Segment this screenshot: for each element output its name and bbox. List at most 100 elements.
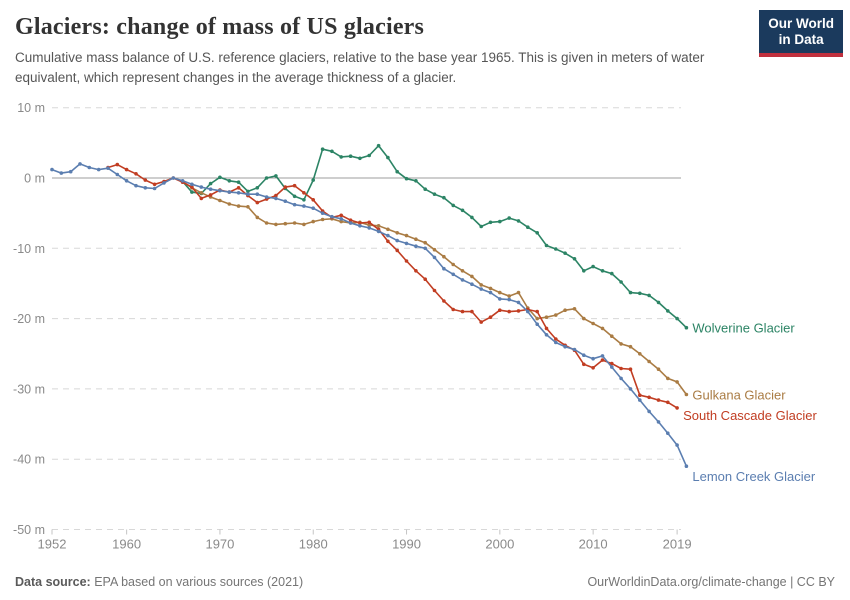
data-point[interactable] <box>395 231 400 235</box>
data-point[interactable] <box>404 233 409 238</box>
data-point[interactable] <box>619 366 623 371</box>
data-point[interactable] <box>656 300 661 305</box>
data-point[interactable] <box>404 176 409 181</box>
data-point[interactable] <box>414 237 418 241</box>
data-source[interactable]: Data source: EPA based on various source… <box>15 575 303 589</box>
data-point[interactable] <box>339 213 344 218</box>
data-point[interactable] <box>498 297 502 301</box>
data-point[interactable] <box>376 229 381 234</box>
data-point[interactable] <box>423 187 428 191</box>
data-point[interactable] <box>432 247 437 252</box>
data-point[interactable] <box>236 204 241 208</box>
data-point[interactable] <box>246 205 250 209</box>
data-point[interactable] <box>470 282 474 286</box>
data-point[interactable] <box>684 392 689 397</box>
data-point[interactable] <box>386 155 390 160</box>
data-point[interactable] <box>516 219 521 223</box>
data-point[interactable] <box>320 217 325 222</box>
data-point[interactable] <box>619 280 623 284</box>
data-point[interactable] <box>591 356 595 361</box>
data-point[interactable] <box>451 262 456 267</box>
data-point[interactable] <box>367 226 372 230</box>
data-point[interactable] <box>302 204 306 208</box>
data-point[interactable] <box>208 187 213 191</box>
data-point[interactable] <box>162 181 166 185</box>
data-point[interactable] <box>414 244 418 248</box>
data-point[interactable] <box>656 420 661 424</box>
data-point[interactable] <box>302 222 306 227</box>
data-point[interactable] <box>311 219 316 224</box>
data-point[interactable] <box>554 340 558 345</box>
data-point[interactable] <box>264 195 269 199</box>
data-point[interactable] <box>339 219 344 224</box>
data-point[interactable] <box>600 354 605 358</box>
data-point[interactable] <box>358 156 362 161</box>
data-point[interactable] <box>218 198 222 203</box>
data-point[interactable] <box>582 362 586 367</box>
data-point[interactable] <box>488 315 493 319</box>
data-point[interactable] <box>404 241 409 246</box>
data-point[interactable] <box>572 257 577 261</box>
data-point[interactable] <box>367 223 372 227</box>
data-point[interactable] <box>423 240 428 245</box>
attribution-link[interactable]: OurWorldinData.org/climate-change | CC B… <box>587 575 835 589</box>
data-point[interactable] <box>348 221 353 225</box>
data-point[interactable] <box>563 251 567 255</box>
data-point[interactable] <box>246 189 250 194</box>
data-point[interactable] <box>647 293 651 298</box>
data-point[interactable] <box>339 155 344 159</box>
data-point[interactable] <box>498 308 502 312</box>
data-point[interactable] <box>68 169 73 174</box>
data-point[interactable] <box>311 198 316 202</box>
data-point[interactable] <box>638 352 642 356</box>
data-point[interactable] <box>460 309 465 314</box>
data-point[interactable] <box>190 182 194 187</box>
series-line-lemon-creek-glacier[interactable] <box>51 163 688 467</box>
data-point[interactable] <box>507 309 512 314</box>
data-point[interactable] <box>302 191 306 195</box>
data-point[interactable] <box>610 271 614 276</box>
data-point[interactable] <box>479 287 484 291</box>
data-point[interactable] <box>460 278 465 282</box>
data-point[interactable] <box>423 277 428 281</box>
data-point[interactable] <box>50 167 54 172</box>
data-point[interactable] <box>647 409 651 414</box>
data-point[interactable] <box>582 316 586 321</box>
data-point[interactable] <box>432 255 437 260</box>
data-point[interactable] <box>591 264 595 269</box>
data-point[interactable] <box>666 400 670 405</box>
data-point[interactable] <box>535 231 539 235</box>
data-point[interactable] <box>414 269 418 273</box>
data-point[interactable] <box>488 220 493 225</box>
data-point[interactable] <box>395 248 400 253</box>
data-point[interactable] <box>516 290 521 295</box>
data-point[interactable] <box>330 214 334 219</box>
data-point[interactable] <box>600 269 605 273</box>
data-point[interactable] <box>451 272 456 277</box>
data-point[interactable] <box>470 215 474 220</box>
series-end-label-south-cascade-glacier[interactable]: South Cascade Glacier <box>683 408 817 423</box>
data-point[interactable] <box>283 185 288 189</box>
data-point[interactable] <box>619 342 623 346</box>
data-point[interactable] <box>274 222 278 227</box>
data-point[interactable] <box>227 190 232 194</box>
data-point[interactable] <box>124 167 129 172</box>
data-point[interactable] <box>152 186 157 191</box>
data-point[interactable] <box>348 218 353 222</box>
data-point[interactable] <box>498 219 502 224</box>
data-point[interactable] <box>544 333 549 337</box>
data-point[interactable] <box>544 243 549 248</box>
data-point[interactable] <box>675 443 679 447</box>
data-point[interactable] <box>134 183 138 188</box>
line-chart[interactable]: 10 m 0 m -10 m -20 m -30 m -40 m -50 m 1952 1960… <box>0 98 850 558</box>
data-point[interactable] <box>274 174 278 178</box>
data-point[interactable] <box>675 316 679 321</box>
data-point[interactable] <box>442 299 446 303</box>
data-point[interactable] <box>386 239 390 244</box>
data-point[interactable] <box>591 366 595 370</box>
data-point[interactable] <box>208 193 213 197</box>
data-point[interactable] <box>134 172 138 176</box>
data-point[interactable] <box>638 398 642 402</box>
data-point[interactable] <box>479 224 484 229</box>
series-end-label-wolverine-glacier[interactable]: Wolverine Glacier <box>692 321 795 336</box>
